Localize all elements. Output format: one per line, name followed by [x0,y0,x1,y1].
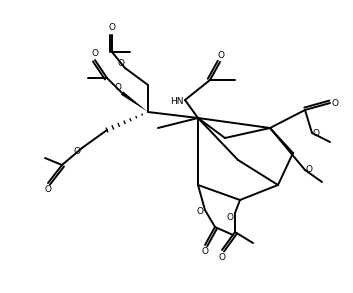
Text: O: O [217,50,225,59]
Text: O: O [44,185,52,195]
Text: O: O [312,129,319,137]
Text: O: O [73,146,80,156]
Text: O: O [108,23,115,33]
Text: O: O [114,84,121,93]
Text: O: O [118,59,125,69]
Text: O: O [197,207,203,217]
Text: O: O [91,49,98,57]
Text: O: O [305,166,312,175]
Text: O: O [227,212,233,222]
Text: HN: HN [170,98,184,106]
Polygon shape [121,91,148,112]
Text: O: O [331,98,339,108]
Text: O: O [202,248,209,256]
Text: O: O [219,253,226,261]
